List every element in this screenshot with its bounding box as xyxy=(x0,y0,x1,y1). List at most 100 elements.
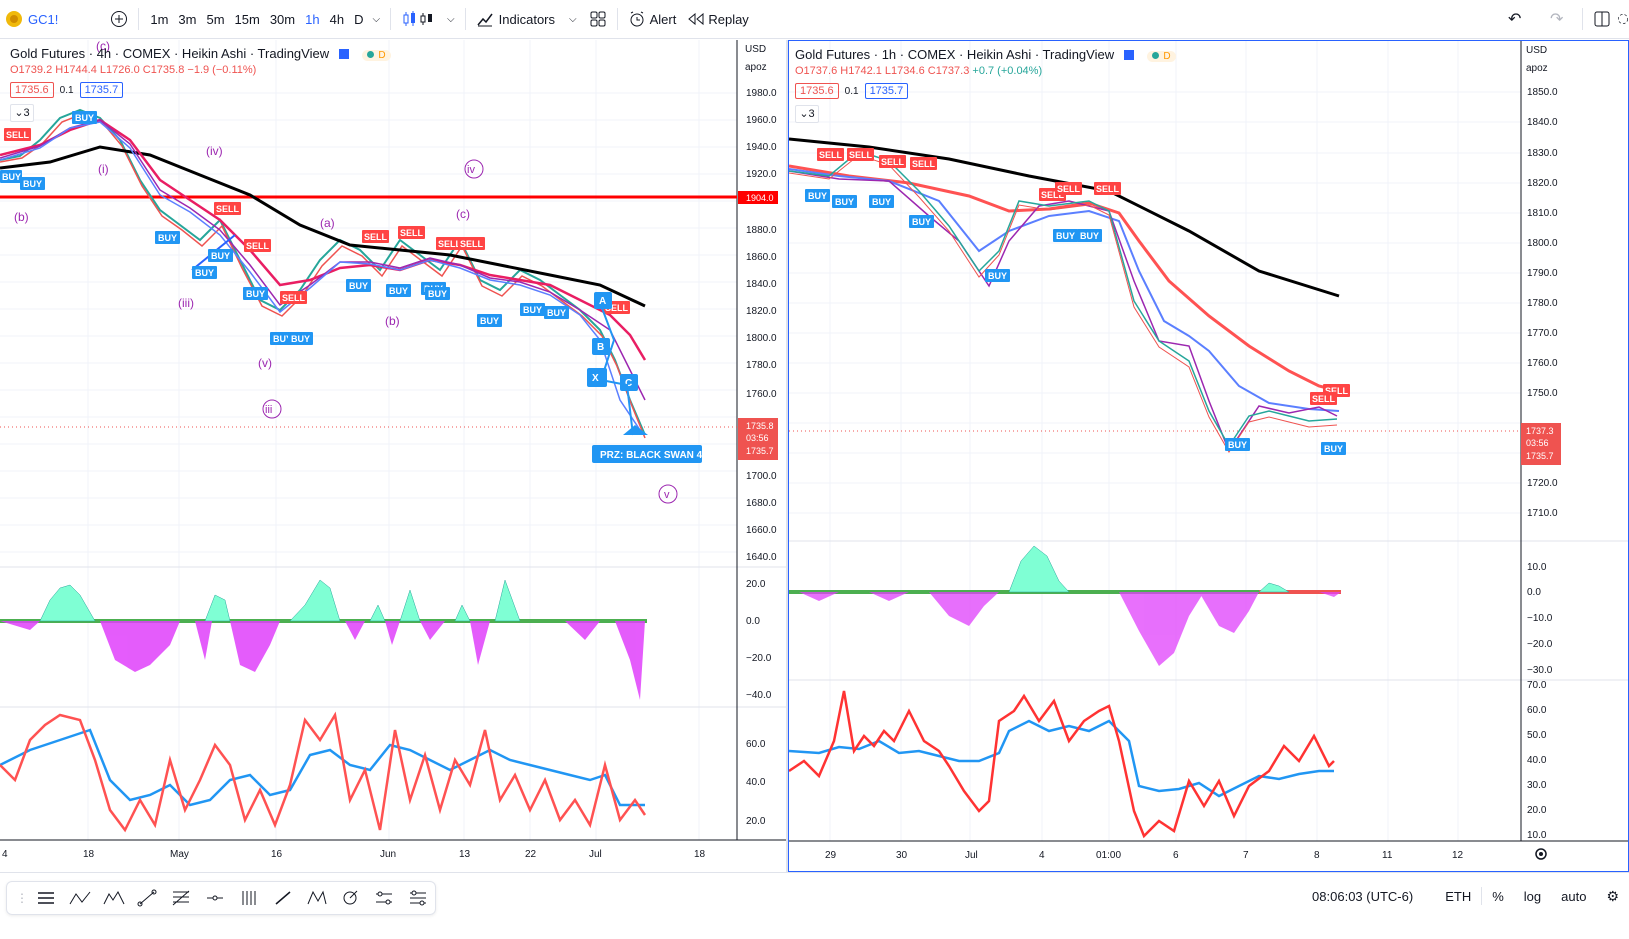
scale-mode-label[interactable]: apoz xyxy=(1526,63,1548,74)
auto-scale-toggle[interactable]: auto xyxy=(1561,888,1587,904)
sell-price-button[interactable]: 1735.6 xyxy=(795,83,839,99)
layout-button[interactable] xyxy=(583,0,613,38)
signal-markers: SELL SELL SELL SELL SELL SELL SELL SELL … xyxy=(0,111,630,345)
time-tick: Jul xyxy=(589,849,602,860)
undo-button[interactable]: ↶ xyxy=(1502,0,1536,38)
split-layout-button[interactable] xyxy=(1587,0,1617,38)
drag-handle-icon[interactable]: ⋮ xyxy=(15,891,28,905)
svg-text:SELL: SELL xyxy=(881,157,905,167)
interval-30m[interactable]: 30m xyxy=(269,11,296,27)
buy-price-button[interactable]: 1735.7 xyxy=(79,82,124,98)
price-tick: 1770.0 xyxy=(1527,328,1558,339)
svg-text:BUY: BUY xyxy=(872,197,891,207)
symbol-search[interactable]: GC1! xyxy=(0,0,64,38)
horizontal-line-icon[interactable] xyxy=(198,881,232,915)
time-tick: 18 xyxy=(694,849,706,860)
osc-tick: −40.0 xyxy=(746,690,772,701)
svg-text:SELL: SELL xyxy=(605,303,629,313)
svg-text:SELL: SELL xyxy=(912,159,936,169)
session-toggle[interactable]: ETH xyxy=(1445,888,1472,904)
compare-symbol-button[interactable] xyxy=(104,0,134,38)
parallel-channel-icon[interactable] xyxy=(367,881,401,915)
rsi-tick: 50.0 xyxy=(1527,730,1547,741)
interval-15m[interactable]: 15m xyxy=(234,11,260,27)
abcd-pattern-icon[interactable] xyxy=(63,881,97,915)
expand-icon[interactable]: ⚙ xyxy=(1606,887,1619,904)
fib-retracement-icon[interactable] xyxy=(164,881,198,915)
rsi-tick: 10.0 xyxy=(1527,830,1547,841)
prz-label[interactable] xyxy=(592,445,702,463)
alert-button[interactable]: Alert xyxy=(622,0,683,38)
percent-scale-toggle[interactable]: % xyxy=(1492,888,1504,904)
scale-mode-label[interactable]: apoz xyxy=(745,62,767,73)
time-tick: 4 xyxy=(1039,850,1045,861)
price-tick: 1940.0 xyxy=(746,142,777,153)
price-tick: 1790.0 xyxy=(1527,268,1558,279)
gann-fan-icon[interactable] xyxy=(334,881,368,915)
indicators-collapse-button[interactable]: ⌄3 xyxy=(795,105,819,123)
fib-channel-icon[interactable] xyxy=(401,881,435,915)
chart-canvas-1h[interactable]: USD apoz 1850.0 1840.0 1830.0 1820.0 181… xyxy=(789,41,1628,871)
loading-indicator xyxy=(1617,0,1629,38)
xabcd-pattern-icon[interactable] xyxy=(300,881,334,915)
time-tick: 22 xyxy=(525,849,537,860)
interval-D[interactable]: D xyxy=(354,11,364,27)
currency-label[interactable]: USD xyxy=(745,44,766,55)
price-tick: 1810.0 xyxy=(1527,208,1558,219)
wave-label: (c) xyxy=(456,207,470,221)
log-scale-toggle[interactable]: log xyxy=(1523,888,1542,904)
vertical-lines-icon[interactable] xyxy=(232,881,266,915)
menu-icon[interactable] xyxy=(29,881,63,915)
elliott-wave-icon[interactable] xyxy=(97,881,131,915)
flag-icon[interactable] xyxy=(1123,50,1134,60)
close-value: C1737.3 xyxy=(927,65,970,77)
clock-readout[interactable]: 08:06:03 (UTC-6) xyxy=(1312,888,1414,904)
interval-3m[interactable]: 3m xyxy=(178,11,197,27)
ray-line-icon[interactable] xyxy=(266,881,300,915)
svg-text:SELL: SELL xyxy=(438,239,462,249)
interval-5m[interactable]: 5m xyxy=(206,11,225,27)
flag-icon[interactable] xyxy=(338,49,349,59)
wave-label: (b) xyxy=(14,210,29,224)
redo-button[interactable]: ↷ xyxy=(1544,0,1578,38)
price-tick: 1860.0 xyxy=(746,252,777,263)
indicators-button[interactable]: Indicators ⌵ xyxy=(470,0,583,38)
countdown-tag: 03:56 xyxy=(746,433,769,443)
interval-1m[interactable]: 1m xyxy=(150,11,169,27)
pane-divider[interactable] xyxy=(786,40,788,872)
chart-settings-gear-icon[interactable] xyxy=(1535,848,1547,860)
chart-canvas-4h[interactable]: USD apoz 1980.0 1960.0 1940.0 1920.0 188… xyxy=(0,40,786,872)
replay-button[interactable]: Replay xyxy=(682,0,754,38)
svg-text:BUY: BUY xyxy=(195,268,214,278)
chart-title[interactable]: Gold Futures · 4h · COMEX · Heikin Ashi … xyxy=(10,46,330,61)
data-badge[interactable]: D xyxy=(1147,51,1176,62)
open-value: O1737.6 xyxy=(795,65,838,77)
price-tick: 1680.0 xyxy=(746,498,777,509)
data-badge[interactable]: D xyxy=(362,50,391,61)
interval-1h[interactable]: 1h xyxy=(305,11,320,27)
currency-label[interactable]: USD xyxy=(1526,45,1547,56)
chart-type-chevron[interactable]: ⌵ xyxy=(441,0,461,38)
svg-text:BUY: BUY xyxy=(158,233,177,243)
time-tick: 11 xyxy=(1382,850,1393,861)
last-price-tag: 1737.3 xyxy=(1526,426,1554,436)
svg-text:BUY: BUY xyxy=(808,191,827,201)
time-tick: 13 xyxy=(459,849,471,860)
price-tick: 1880.0 xyxy=(746,225,777,236)
interval-4h[interactable]: 4h xyxy=(329,11,345,27)
svg-text:SELL: SELL xyxy=(819,150,843,160)
sell-price-button[interactable]: 1735.6 xyxy=(10,82,54,98)
chart-title[interactable]: Gold Futures · 1h · COMEX · Heikin Ashi … xyxy=(795,47,1115,62)
svg-text:SELL: SELL xyxy=(6,130,30,140)
chart-pane-4h[interactable]: USD apoz 1980.0 1960.0 1940.0 1920.0 188… xyxy=(0,40,786,872)
chevron-down-icon[interactable]: ⌵ xyxy=(372,13,381,25)
price-tick: 1700.0 xyxy=(746,471,777,482)
chart-pane-1h[interactable]: USD apoz 1850.0 1840.0 1830.0 1820.0 181… xyxy=(788,40,1629,872)
close-value: C1735.8 xyxy=(142,64,185,76)
trend-line-icon[interactable] xyxy=(130,881,164,915)
candle-type-button[interactable] xyxy=(395,0,441,38)
indicators-collapse-button[interactable]: ⌄3 xyxy=(10,104,34,122)
wave-label-circled: iv xyxy=(467,164,475,176)
buy-price-button[interactable]: 1735.7 xyxy=(864,83,909,99)
spread-value: 0.1 xyxy=(844,85,859,97)
